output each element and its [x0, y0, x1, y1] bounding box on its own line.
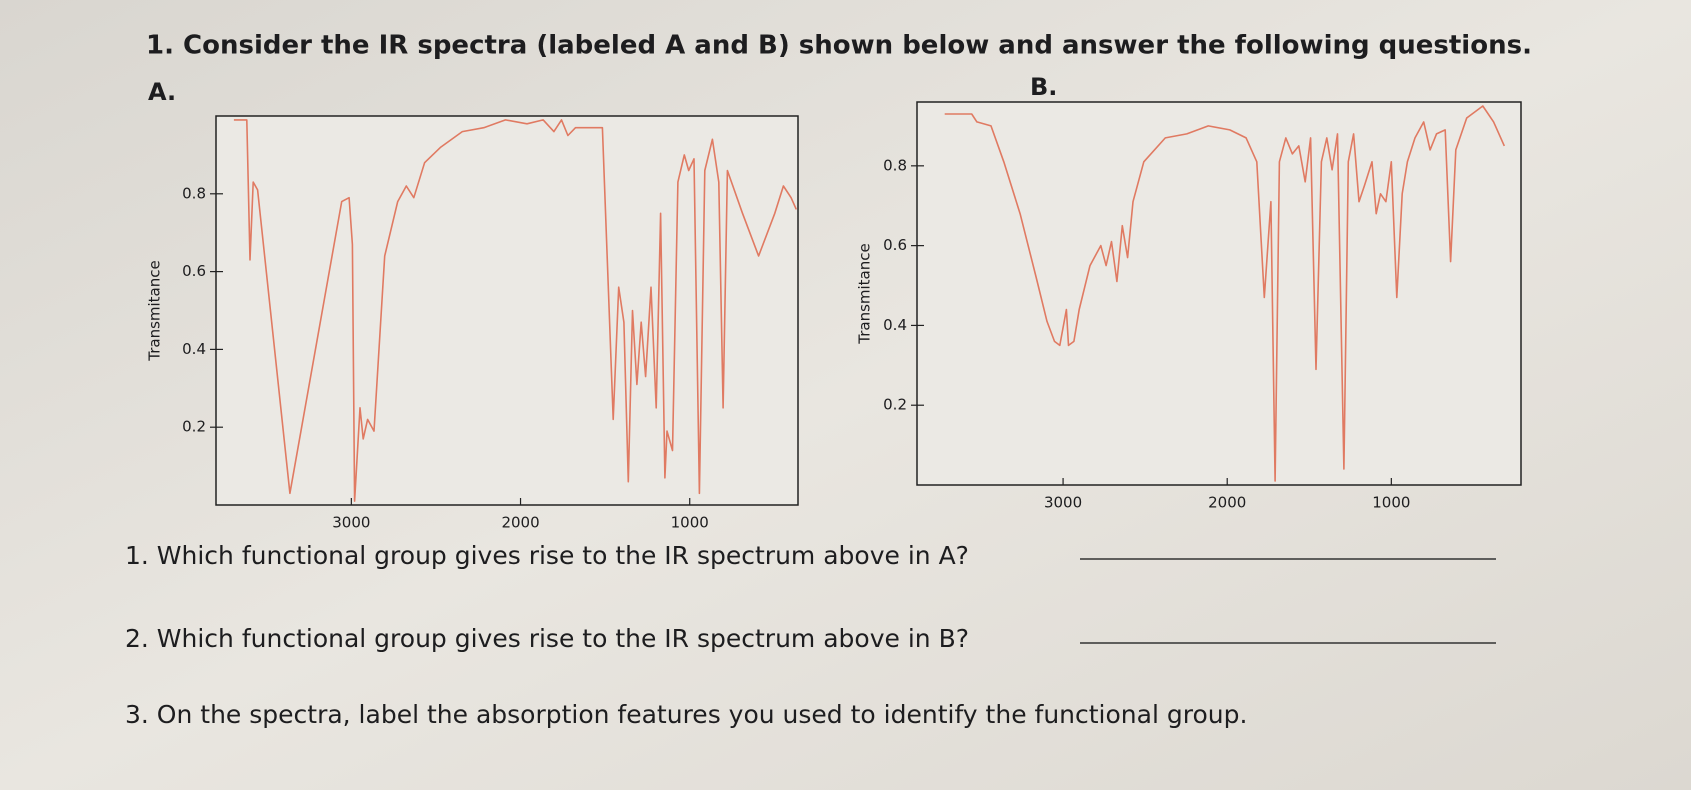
- plot-area: [916, 101, 1522, 486]
- question: 1. Which functional group gives rise to …: [125, 541, 969, 570]
- y-tick-label: 0.4: [182, 340, 206, 358]
- x-tick-label: 2000: [1208, 494, 1246, 512]
- x-tick-label: 2000: [501, 514, 539, 532]
- y-tick-label: 0.2: [182, 418, 206, 436]
- spectrum-line: [233, 119, 798, 502]
- y-tick-label: 0.6: [883, 236, 907, 254]
- chart-title: A.: [148, 78, 176, 106]
- chart-title: B.: [1030, 73, 1057, 101]
- x-tick-label: 3000: [1044, 494, 1082, 512]
- y-axis-title: Transmitance: [856, 243, 874, 344]
- heading: 1. Consider the IR spectra (labeled A an…: [146, 31, 1532, 61]
- y-tick-label: 0.2: [883, 396, 907, 414]
- spectrum-line: [944, 105, 1506, 482]
- plot-area: [215, 115, 799, 506]
- x-tick-label: 3000: [332, 514, 370, 532]
- question: 3. On the spectra, label the absorption …: [125, 700, 1247, 729]
- y-tick-label: 0.4: [883, 316, 907, 334]
- y-tick-label: 0.8: [182, 184, 206, 202]
- x-tick-label: 1000: [1372, 494, 1410, 512]
- y-tick-label: 0.6: [182, 262, 206, 280]
- x-tick-label: 1000: [671, 514, 709, 532]
- y-axis-title: Transmitance: [146, 260, 164, 361]
- y-tick-label: 0.8: [883, 156, 907, 174]
- question: 2. Which functional group gives rise to …: [125, 624, 969, 653]
